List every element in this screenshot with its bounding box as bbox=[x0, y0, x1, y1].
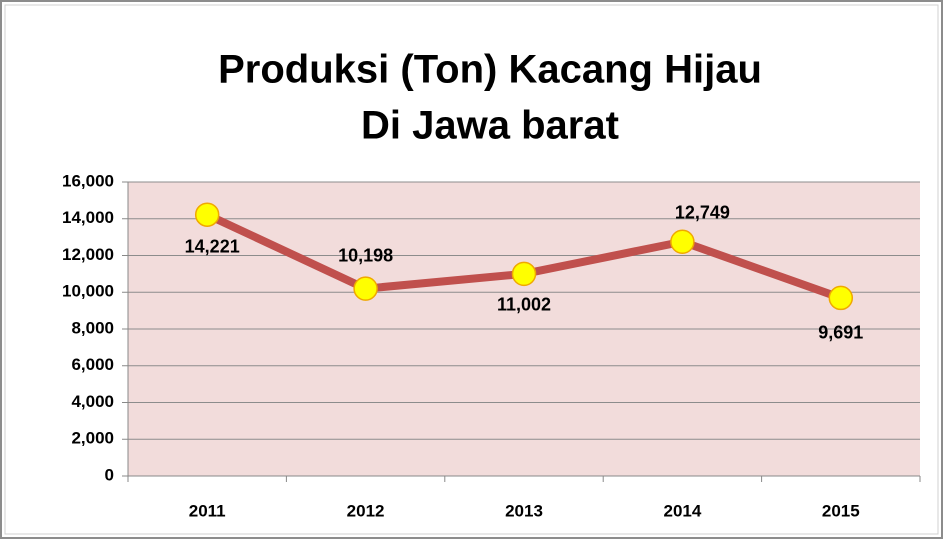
data-label: 10,198 bbox=[338, 245, 393, 265]
y-tick-label: 4,000 bbox=[71, 392, 114, 411]
y-tick-label: 14,000 bbox=[62, 208, 114, 227]
x-tick-label: 2015 bbox=[822, 501, 860, 520]
y-tick-label: 16,000 bbox=[62, 171, 114, 190]
data-label: 11,002 bbox=[497, 295, 551, 315]
chart-title: Di Jawa barat bbox=[361, 104, 619, 148]
x-tick-label: 2011 bbox=[189, 501, 226, 520]
y-tick-label: 6,000 bbox=[71, 355, 114, 374]
y-tick-label: 12,000 bbox=[62, 245, 114, 264]
data-label: 9,691 bbox=[818, 323, 863, 343]
y-tick-label: 10,000 bbox=[62, 282, 114, 301]
data-label: 14,221 bbox=[185, 236, 240, 256]
data-point bbox=[670, 229, 695, 254]
data-point bbox=[511, 261, 537, 287]
x-tick-label: 2012 bbox=[347, 501, 385, 520]
y-tick-label: 0 bbox=[105, 465, 114, 484]
x-tick-label: 2014 bbox=[663, 501, 701, 520]
data-point bbox=[353, 276, 378, 301]
data-label: 12,749 bbox=[675, 202, 730, 222]
y-tick-label: 8,000 bbox=[71, 318, 114, 337]
x-tick-label: 2013 bbox=[505, 501, 543, 520]
y-tick-label: 2,000 bbox=[71, 429, 114, 448]
chart-title: Produksi (Ton) Kacang Hijau bbox=[218, 48, 762, 92]
chart-inner-frame bbox=[4, 4, 939, 535]
data-point bbox=[828, 285, 854, 311]
data-point bbox=[194, 202, 220, 227]
